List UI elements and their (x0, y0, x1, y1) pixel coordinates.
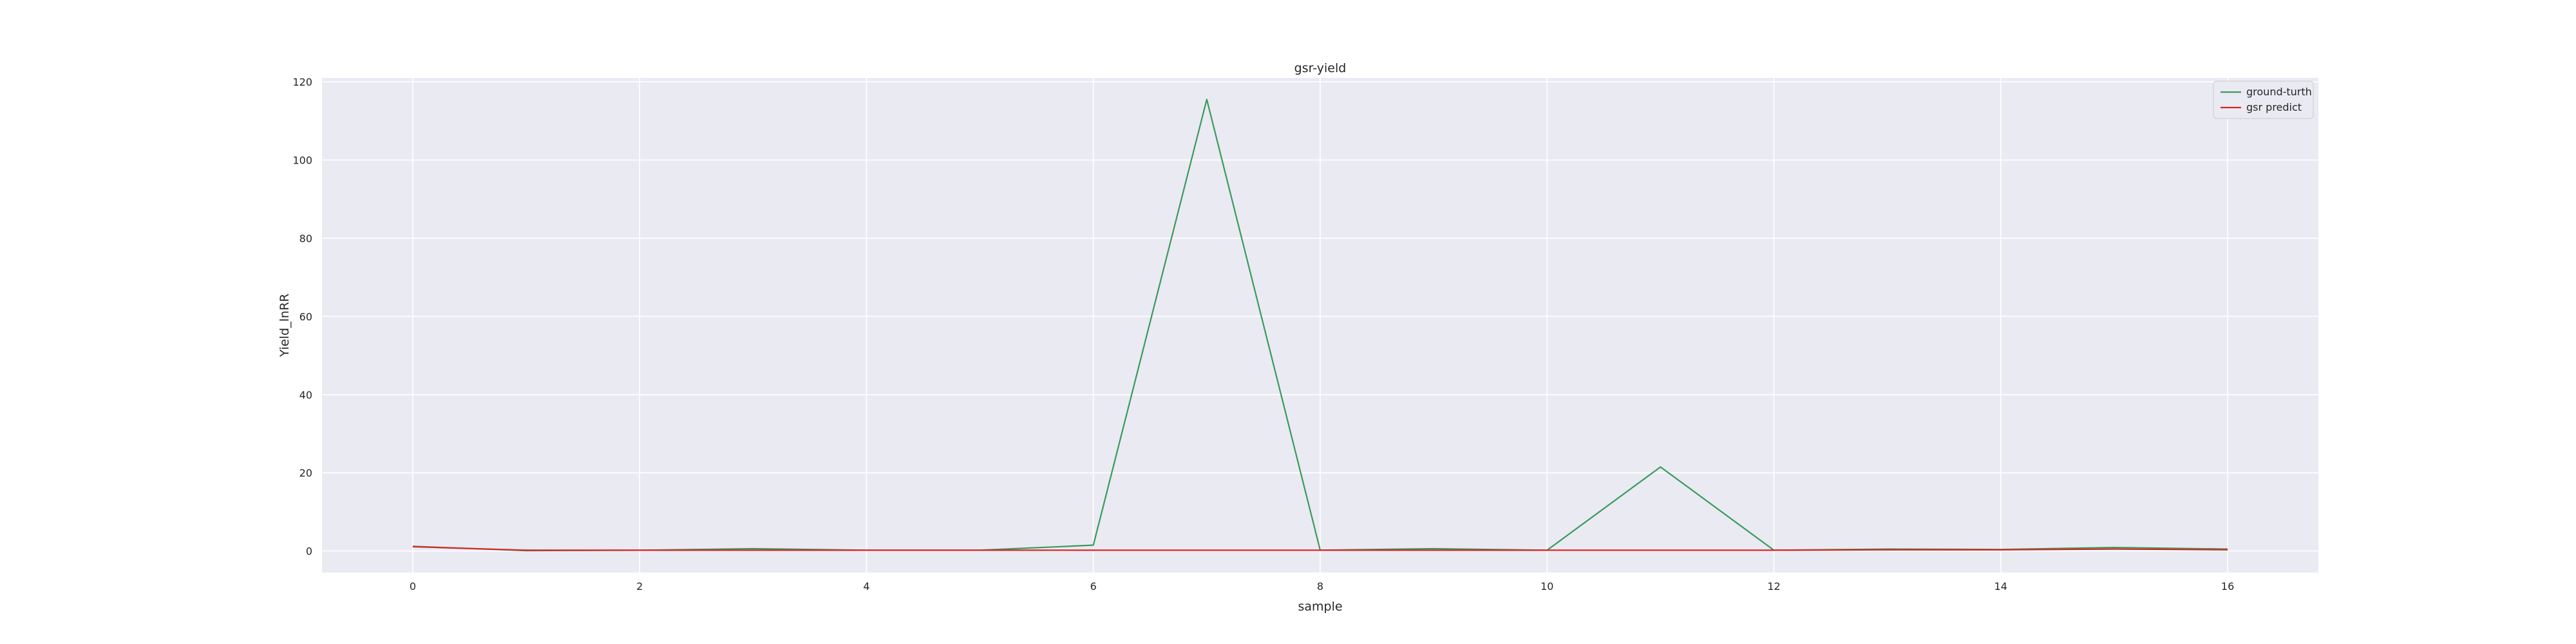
legend-box (2213, 80, 2314, 119)
y-axis-ticks: 0 20 40 60 80 100 120 (292, 76, 312, 558)
y-axis-label: Yield_lnRR (278, 294, 292, 357)
series-group (412, 99, 2228, 552)
y-tick-label: 20 (299, 467, 312, 479)
x-tick-label: 16 (2221, 580, 2234, 592)
x-axis-ticks: 0 2 4 6 8 10 12 14 16 (410, 580, 2234, 592)
x-axis-label: sample (1298, 600, 1342, 614)
x-tick-label: 2 (636, 580, 643, 592)
y-tick-label: 120 (292, 76, 312, 88)
legend: ground-turth gsr predict (2213, 80, 2314, 119)
x-tick-label: 12 (1767, 580, 1780, 592)
x-tick-label: 0 (410, 580, 416, 592)
grid-lines (322, 78, 2318, 573)
y-tick-label: 60 (299, 310, 312, 323)
y-tick-label: 0 (306, 545, 312, 558)
legend-label: ground-turth (2246, 86, 2312, 98)
chart-title: gsr-yield (1294, 61, 1347, 75)
x-tick-label: 8 (1317, 580, 1323, 592)
x-tick-label: 4 (863, 580, 869, 592)
y-tick-label: 40 (299, 389, 312, 401)
x-tick-label: 6 (1090, 580, 1097, 592)
legend-label: gsr predict (2246, 101, 2302, 113)
y-tick-label: 100 (292, 154, 312, 166)
y-tick-label: 80 (299, 232, 312, 245)
x-tick-label: 10 (1540, 580, 1553, 592)
series-line-1 (412, 545, 2228, 551)
x-tick-label: 14 (1994, 580, 2007, 592)
